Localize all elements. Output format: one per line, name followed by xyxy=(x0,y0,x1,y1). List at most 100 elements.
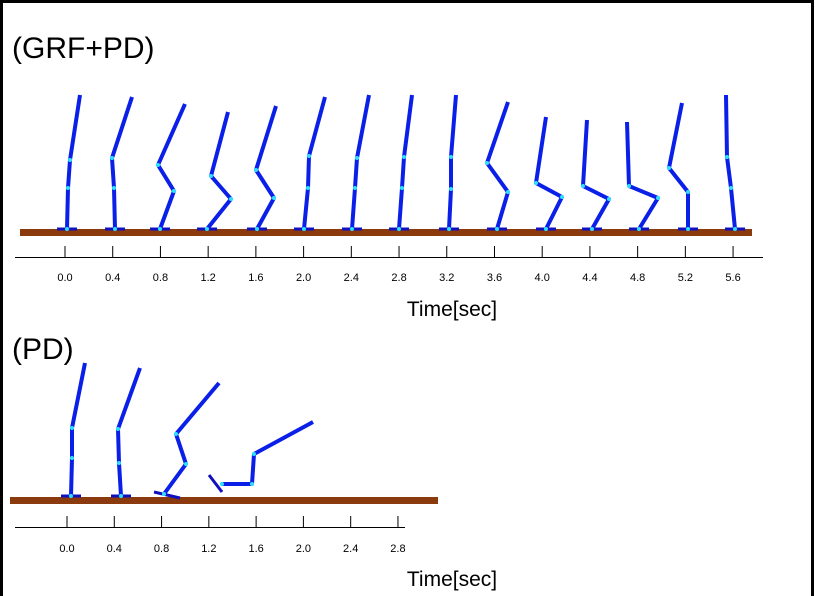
joint xyxy=(254,168,258,172)
leg xyxy=(397,94,414,230)
joint xyxy=(70,456,74,460)
joint xyxy=(733,227,737,231)
x-axis-label: Time[sec] xyxy=(407,298,497,321)
tick-label: 0.8 xyxy=(154,543,169,555)
tick-label: 1.2 xyxy=(201,272,216,284)
leg xyxy=(156,103,187,230)
joint xyxy=(116,427,120,431)
leg xyxy=(724,94,737,230)
tick-label: 2.0 xyxy=(296,272,311,284)
joint xyxy=(485,161,489,165)
leg xyxy=(116,367,142,497)
joint xyxy=(156,163,160,167)
joint xyxy=(119,494,123,498)
tick-label: 2.4 xyxy=(343,543,358,555)
joint xyxy=(637,227,641,231)
joint xyxy=(449,187,453,191)
joint xyxy=(495,227,499,231)
tick-label: 4.4 xyxy=(582,272,597,284)
joint xyxy=(400,186,404,190)
joint xyxy=(402,155,406,159)
joint xyxy=(174,432,178,436)
joint xyxy=(306,186,310,190)
joint xyxy=(560,195,564,199)
leg xyxy=(534,116,564,230)
joint xyxy=(158,227,162,231)
panel-title: (GRF+PD) xyxy=(12,32,155,65)
tick-label: 0.4 xyxy=(105,272,120,284)
joint xyxy=(350,227,354,231)
joint xyxy=(113,227,117,231)
tick-label: 1.6 xyxy=(248,272,263,284)
leg xyxy=(110,96,134,230)
joint xyxy=(302,227,306,231)
joint xyxy=(205,227,209,231)
tick-label: 0.4 xyxy=(107,543,122,555)
joint xyxy=(353,186,357,190)
joint xyxy=(252,452,256,456)
joint xyxy=(272,196,276,200)
joint xyxy=(627,184,631,188)
leg xyxy=(447,94,458,230)
joint xyxy=(250,482,254,486)
ground xyxy=(10,497,438,504)
tick-label: 4.0 xyxy=(535,272,550,284)
joint xyxy=(229,197,233,201)
panel-title: (PD) xyxy=(12,333,74,366)
joint xyxy=(162,492,166,496)
joint xyxy=(725,155,729,159)
joint xyxy=(607,197,611,201)
tick-label: 5.2 xyxy=(678,272,693,284)
tick-label: 0.0 xyxy=(59,543,74,555)
joint xyxy=(667,166,671,170)
tick-label: 5.6 xyxy=(725,272,740,284)
foot xyxy=(207,474,224,493)
foot xyxy=(153,490,181,500)
tick-label: 1.6 xyxy=(248,543,263,555)
joint xyxy=(534,181,538,185)
tick-label: 0.0 xyxy=(57,272,72,284)
tick-label: 3.6 xyxy=(487,272,502,284)
tick-label: 2.8 xyxy=(391,272,406,284)
leg xyxy=(625,121,660,231)
joint xyxy=(69,494,73,498)
joint xyxy=(184,462,188,466)
joint xyxy=(172,189,176,193)
leg xyxy=(350,94,371,230)
leg xyxy=(222,420,314,486)
ground xyxy=(20,229,752,236)
joint xyxy=(686,227,690,231)
joint xyxy=(656,196,660,200)
joint xyxy=(117,461,121,465)
leg xyxy=(254,105,278,230)
leg xyxy=(667,102,690,229)
tick-label: 2.4 xyxy=(344,272,359,284)
joint xyxy=(397,227,401,231)
joint xyxy=(506,190,510,194)
joint xyxy=(209,174,213,178)
tick-label: 0.8 xyxy=(153,272,168,284)
tick-label: 1.2 xyxy=(201,543,216,555)
joint xyxy=(112,186,116,190)
joint xyxy=(255,227,259,231)
tick-label: 3.2 xyxy=(439,272,454,284)
leg xyxy=(65,94,82,230)
joint xyxy=(447,227,451,231)
joint xyxy=(449,155,453,159)
joint xyxy=(355,156,359,160)
leg xyxy=(162,381,221,496)
joint xyxy=(686,190,690,194)
tick-label: 2.0 xyxy=(296,543,311,555)
x-axis-label: Time[sec] xyxy=(407,568,497,591)
joint xyxy=(581,184,585,188)
joint xyxy=(65,227,69,231)
joint xyxy=(544,227,548,231)
leg xyxy=(581,119,611,230)
tick-label: 4.8 xyxy=(630,272,645,284)
leg xyxy=(485,101,510,230)
leg xyxy=(302,96,327,230)
joint xyxy=(729,186,733,190)
